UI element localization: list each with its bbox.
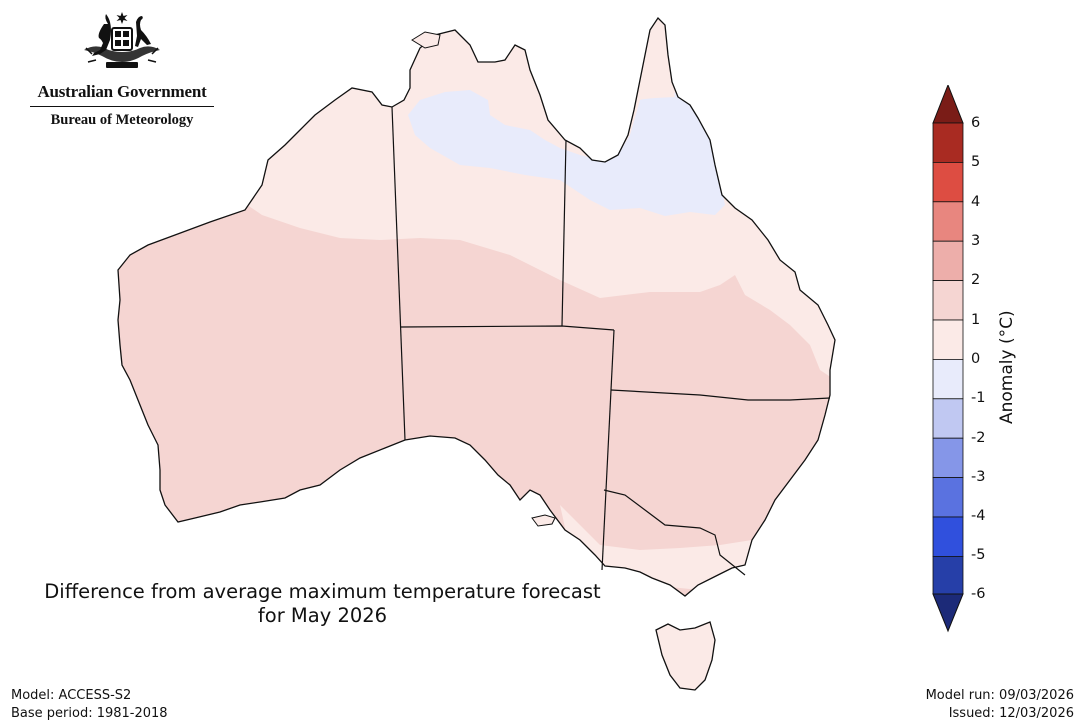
title-line-2: for May 2026 (257, 604, 388, 627)
colorbar (932, 85, 964, 633)
region-cape-york-tip (635, 25, 675, 100)
tick-4: 4 (971, 194, 981, 210)
region-anomaly-minus1-to-0 (408, 90, 725, 216)
tick-minus-3: -3 (971, 469, 986, 485)
model-name: Model: ACCESS-S2 (11, 688, 132, 703)
colorbar-label: Anomaly (°C) (997, 310, 1017, 424)
footer-right: Model run: 09/03/2026 Issued: 12/03/2026 (926, 687, 1074, 723)
tick-3: 3 (971, 233, 981, 249)
model-run-date: Model run: 09/03/2026 (925, 688, 1074, 703)
tiwi-islands (411, 31, 441, 49)
colorbar-extend-min (932, 593, 964, 633)
tick-5: 5 (971, 154, 981, 170)
agency-name: Bureau of Meteorology (50, 112, 194, 128)
government-name: Australian Government (37, 82, 207, 101)
nt-qld-border (561, 139, 567, 327)
tick-minus-1: -1 (971, 390, 986, 406)
logo-divider (30, 106, 214, 107)
colorbar-extend-max (932, 85, 964, 124)
nsw-vic-border (603, 489, 746, 576)
qld-nsw-border (610, 389, 831, 401)
bom-logo: Australian Government Bureau of Meteorol… (22, 10, 222, 140)
tick-6: 6 (971, 115, 981, 131)
tick-minus-5: -5 (971, 547, 986, 563)
tick-minus-2: -2 (971, 430, 986, 446)
tick-0: 0 (971, 351, 981, 367)
kangaroo-island (531, 514, 556, 527)
tick-minus-4: -4 (971, 508, 986, 524)
tick-minus-6: -6 (971, 586, 986, 602)
issued-date: Issued: 12/03/2026 (948, 706, 1074, 721)
tasmania (655, 621, 716, 691)
state-borders (391, 106, 831, 576)
base-period: Base period: 1981-2018 (11, 706, 168, 721)
map-title: Difference from average maximum temperat… (20, 580, 625, 628)
footer-left: Model: ACCESS-S2 Base period: 1981-2018 (11, 687, 168, 723)
tick-2: 2 (971, 272, 981, 288)
wa-border (391, 106, 406, 441)
tick-1: 1 (971, 312, 981, 328)
title-line-1: Difference from average maximum temperat… (44, 580, 601, 603)
coat-of-arms-icon (84, 12, 160, 68)
